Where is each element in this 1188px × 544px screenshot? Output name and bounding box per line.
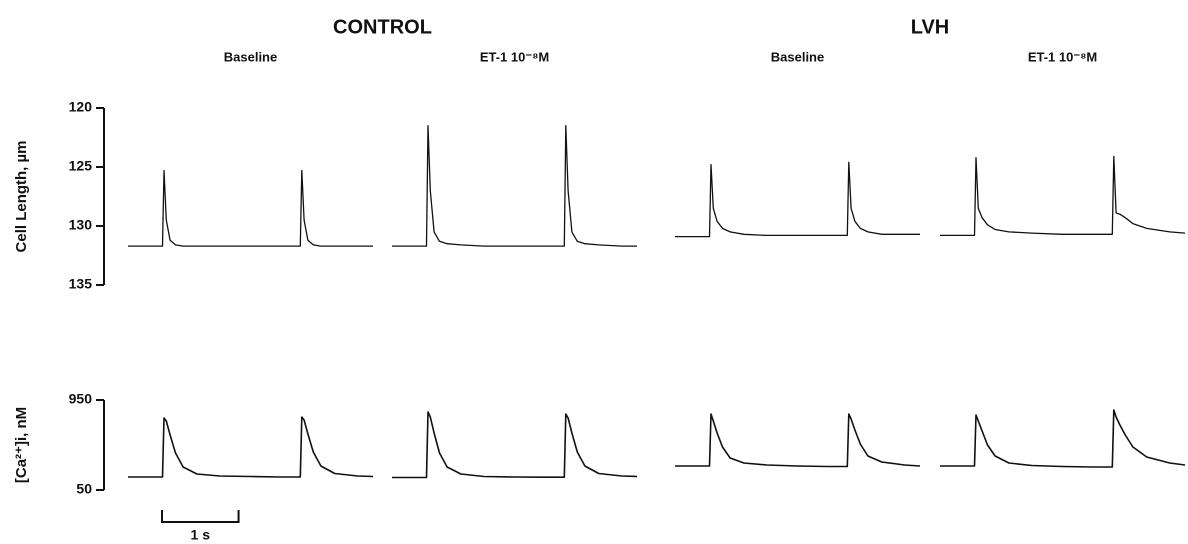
trace (392, 125, 637, 247)
y-tick-label: 135 (69, 276, 93, 292)
y-tick-label: 120 (69, 99, 93, 115)
trace (128, 169, 373, 247)
y-tick-label: 130 (69, 217, 93, 233)
panel-title: ET-1 10⁻⁸M (480, 49, 549, 64)
scale-bar-label: 1 s (191, 527, 211, 543)
panel-title: ET-1 10⁻⁸M (1028, 49, 1097, 64)
trace (392, 411, 638, 479)
y-tick-label: 50 (76, 481, 92, 497)
trace (940, 409, 1186, 468)
trace (675, 413, 921, 468)
trace (940, 155, 1186, 237)
group-title: CONTROL (333, 16, 432, 38)
y-axis-label: Cell Length, µm (13, 141, 30, 253)
y-tick-label: 950 (69, 391, 93, 407)
trace (675, 161, 920, 238)
y-tick-label: 125 (69, 158, 93, 174)
y-axis-label: [Ca²⁺]i, nM (13, 407, 30, 483)
trace (128, 416, 374, 478)
panel-title: Baseline (224, 49, 277, 64)
scale-bar (161, 510, 240, 523)
panel-title: Baseline (771, 49, 824, 64)
group-title: LVH (911, 16, 950, 38)
